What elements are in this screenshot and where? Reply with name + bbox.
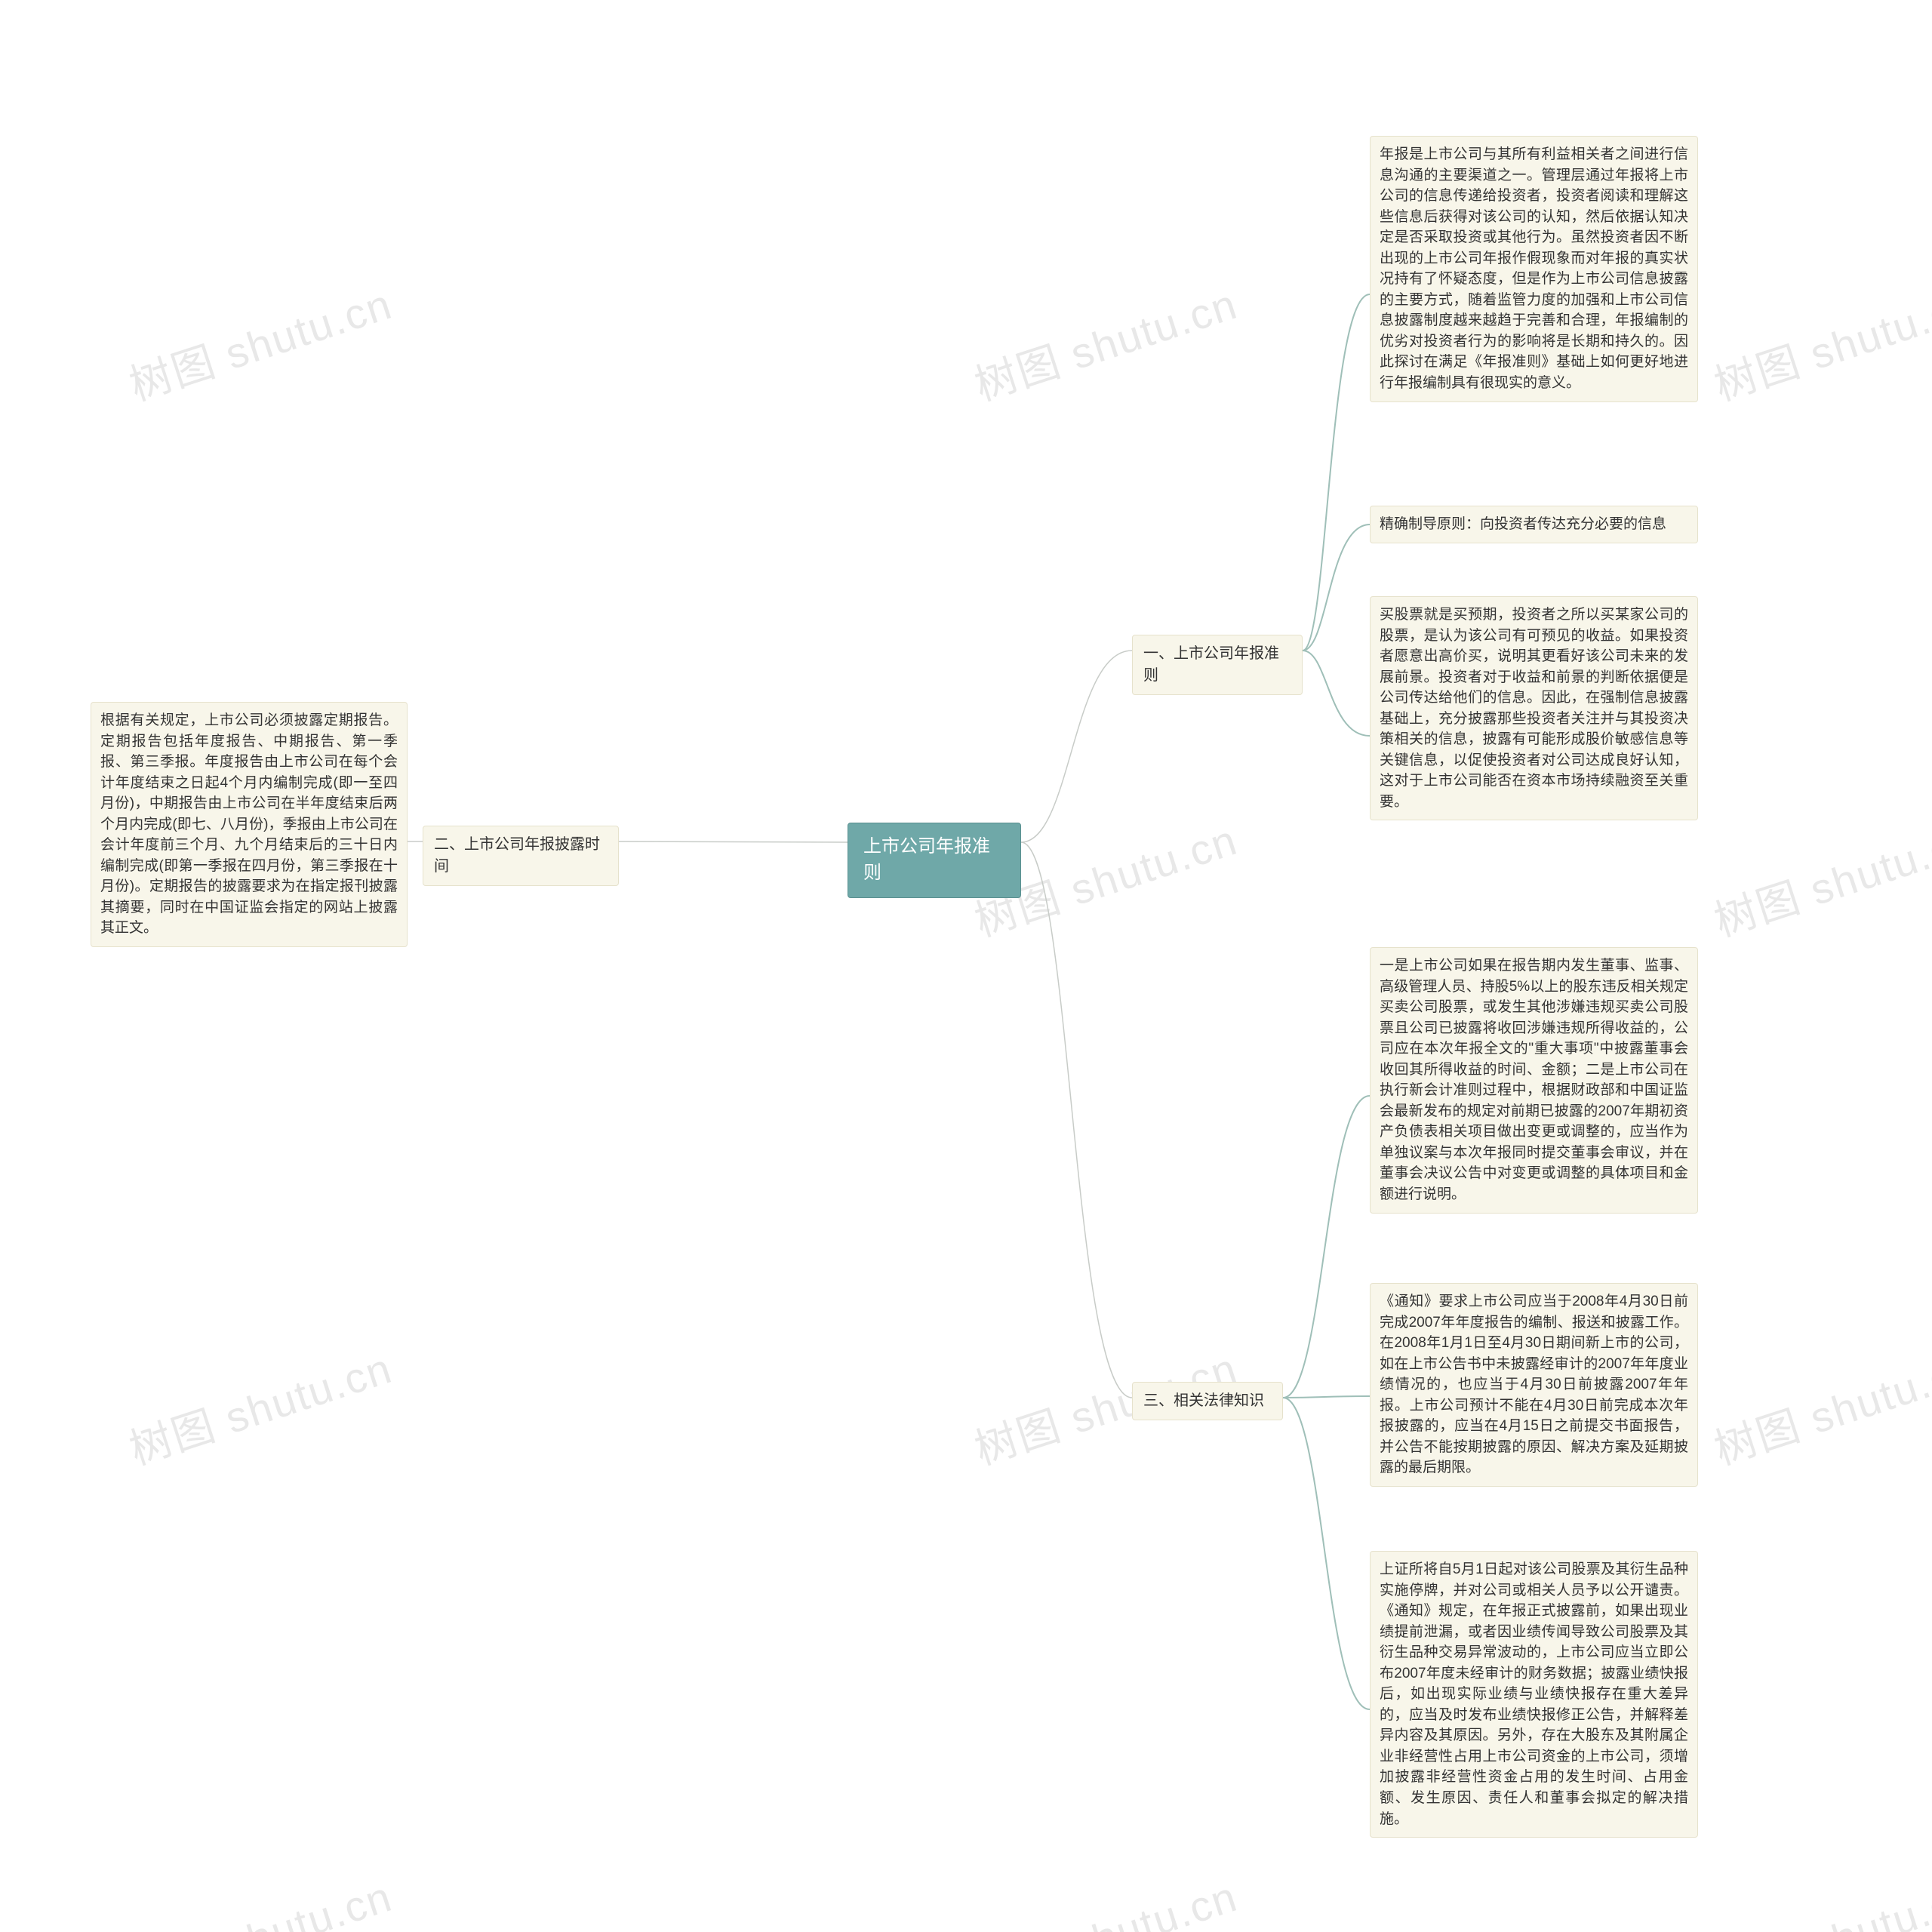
- section-1[interactable]: 一、上市公司年报准则: [1132, 635, 1303, 695]
- root-node[interactable]: 上市公司年报准则: [848, 823, 1021, 898]
- watermark: 树图 shutu.cn: [121, 270, 399, 413]
- watermark: 树图 shutu.cn: [121, 1334, 399, 1477]
- watermark: 树图 shutu.cn: [1706, 270, 1932, 413]
- leaf-section1-b[interactable]: 精确制导原则：向投资者传达充分必要的信息: [1370, 506, 1698, 543]
- leaf-section3-a[interactable]: 一是上市公司如果在报告期内发生董事、监事、高级管理人员、持股5%以上的股东违反相…: [1370, 947, 1698, 1214]
- watermark: 树图 shutu.cn: [1706, 1863, 1932, 1932]
- leaf-section3-b[interactable]: 《通知》要求上市公司应当于2008年4月30日前完成2007年年度报告的编制、报…: [1370, 1283, 1698, 1487]
- leaf-section2[interactable]: 根据有关规定，上市公司必须披露定期报告。定期报告包括年度报告、中期报告、第一季报…: [91, 702, 408, 947]
- leaf-section3-c[interactable]: 上证所将自5月1日起对该公司股票及其衍生品种实施停牌，并对公司或相关人员予以公开…: [1370, 1551, 1698, 1838]
- leaf-section1-a[interactable]: 年报是上市公司与其所有利益相关者之间进行信息沟通的主要渠道之一。管理层通过年报将…: [1370, 136, 1698, 402]
- watermark: 树图 shutu.cn: [966, 1863, 1244, 1932]
- section-3[interactable]: 三、相关法律知识: [1132, 1382, 1283, 1420]
- leaf-section1-c[interactable]: 买股票就是买预期，投资者之所以买某家公司的股票，是认为该公司有可预见的收益。如果…: [1370, 596, 1698, 820]
- section-2[interactable]: 二、上市公司年报披露时间: [423, 826, 619, 886]
- watermark: 树图 shutu.cn: [121, 1863, 399, 1932]
- watermark: 树图 shutu.cn: [1706, 1334, 1932, 1477]
- watermark: 树图 shutu.cn: [1706, 806, 1932, 949]
- watermark: 树图 shutu.cn: [966, 270, 1244, 413]
